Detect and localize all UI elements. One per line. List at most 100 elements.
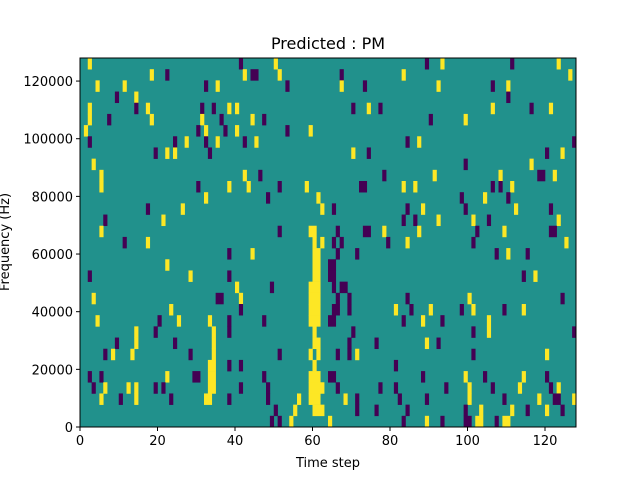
heatmap-cell-low [490, 80, 495, 92]
heatmap-cell-low [227, 326, 232, 338]
heatmap-cell-high [87, 113, 92, 126]
heatmap-cell-high [308, 393, 321, 405]
heatmap-cell-high [521, 304, 526, 316]
heatmap-cell-high [316, 192, 321, 204]
heatmap-cell-low [471, 236, 476, 249]
y-tick-label: 100000 [23, 133, 73, 148]
heatmap-cell-low [339, 281, 348, 294]
heatmap-cell-high [339, 80, 344, 92]
heatmap-cell-low [87, 270, 92, 282]
heatmap-cell-low [328, 371, 337, 383]
heatmap-cell-high [235, 102, 240, 115]
heatmap-cell-high [277, 69, 282, 81]
heatmap-cell-high [343, 393, 348, 405]
heatmap-cell-low [494, 415, 499, 428]
heatmap-cell-high [486, 326, 492, 338]
heatmap-cell-high [467, 292, 472, 305]
heatmap-background [80, 58, 576, 427]
heatmap-cell-low [498, 181, 503, 193]
heatmap-cell-high [560, 147, 565, 159]
heatmap-cell-low [262, 113, 267, 126]
heatmap-cell-high [502, 225, 507, 238]
heatmap-cell-low [211, 102, 216, 115]
heatmap-cell-low [242, 136, 247, 148]
heatmap-cell-low [331, 304, 340, 316]
heatmap-cell-high [149, 113, 154, 126]
x-tick-label: 60 [304, 434, 321, 449]
heatmap-cell-low [490, 382, 495, 394]
heatmap-cell-high [308, 292, 321, 305]
heatmap-cell-low [196, 125, 201, 137]
heatmap-cell-high [440, 58, 445, 70]
heatmap-cell-high [99, 225, 104, 238]
heatmap-cell-low [502, 393, 507, 405]
heatmap-cell-high [95, 315, 100, 327]
heatmap-cell-low [378, 382, 383, 394]
heatmap-cell-low [548, 225, 557, 238]
heatmap-cell-high [304, 181, 309, 193]
heatmap-cell-high [556, 382, 561, 394]
heatmap-cell-high [308, 225, 317, 238]
heatmap-cell-high [312, 326, 317, 338]
heatmap-cell-low [463, 404, 468, 417]
heatmap-cell-high [320, 203, 325, 215]
heatmap-cell-high [134, 393, 139, 405]
heatmap-cell-high [161, 214, 166, 227]
heatmap-cell-low [506, 192, 511, 204]
heatmap-cell-high [533, 270, 538, 282]
heatmap-cell-high [87, 58, 92, 70]
y-tick-label: 60000 [32, 248, 73, 263]
heatmap-cell-low [277, 348, 282, 361]
heatmap-cell-low [374, 337, 379, 350]
heatmap-cell-low [269, 415, 275, 428]
heatmap-cell-low [401, 315, 406, 327]
heatmap-cell-high [312, 248, 321, 260]
heatmap-cell-low [91, 382, 96, 394]
chart-title: Predicted : PM [271, 34, 385, 53]
heatmap-cell-low [192, 371, 201, 383]
x-axis-label: Time step [295, 456, 360, 471]
heatmap-cell-high [204, 125, 209, 137]
heatmap-cell-high [308, 371, 321, 383]
heatmap-cell-low [238, 304, 244, 316]
heatmap-cell-low [401, 214, 406, 227]
heatmap-cell-low [153, 147, 158, 159]
heatmap-cell-low [328, 270, 337, 282]
heatmap-cell-high [134, 326, 139, 338]
heatmap-cell-low [506, 91, 511, 104]
heatmap-cell-low [107, 113, 112, 126]
heatmap-cell-low [347, 304, 352, 316]
heatmap-cell-high [514, 203, 519, 215]
heatmap-cell-low [269, 281, 275, 294]
heatmap-cell-high [564, 236, 569, 249]
heatmap-cell-low [463, 415, 472, 428]
heatmap-cell-high [552, 169, 557, 182]
heatmap-cell-high [227, 102, 232, 115]
heatmap-cell-high [165, 259, 170, 271]
heatmap-cell-high [506, 80, 511, 92]
heatmap-cell-low [335, 348, 340, 361]
heatmap-cell-high [421, 315, 426, 327]
x-axis: 0 20 40 60 80 100 120 [76, 427, 557, 449]
heatmap-cell-low [266, 393, 271, 405]
heatmap-cell-low [238, 382, 244, 394]
heatmap-cell-low [494, 248, 499, 260]
heatmap-cell-low [525, 404, 530, 417]
heatmap-cell-low [436, 337, 441, 350]
heatmap-cell-low [266, 382, 271, 394]
heatmap-cell-low [355, 393, 360, 405]
heatmap-cell-high [537, 393, 542, 405]
heatmap-cell-low [227, 393, 232, 405]
heatmap-cell-low [331, 236, 337, 249]
heatmap-cell-high [99, 393, 104, 405]
heatmap-cell-low [238, 58, 244, 70]
heatmap-cell-high [242, 169, 247, 182]
heatmap-cell-high [297, 393, 302, 405]
heatmap-cell-low [347, 348, 352, 361]
heatmap-cell-high [211, 348, 216, 361]
heatmap-cell-high [475, 415, 484, 428]
heatmap-cell-low [339, 69, 344, 81]
heatmap-cell-low [285, 125, 290, 137]
heatmap-cell-low [87, 371, 92, 383]
heatmap-cell-high [545, 404, 550, 417]
